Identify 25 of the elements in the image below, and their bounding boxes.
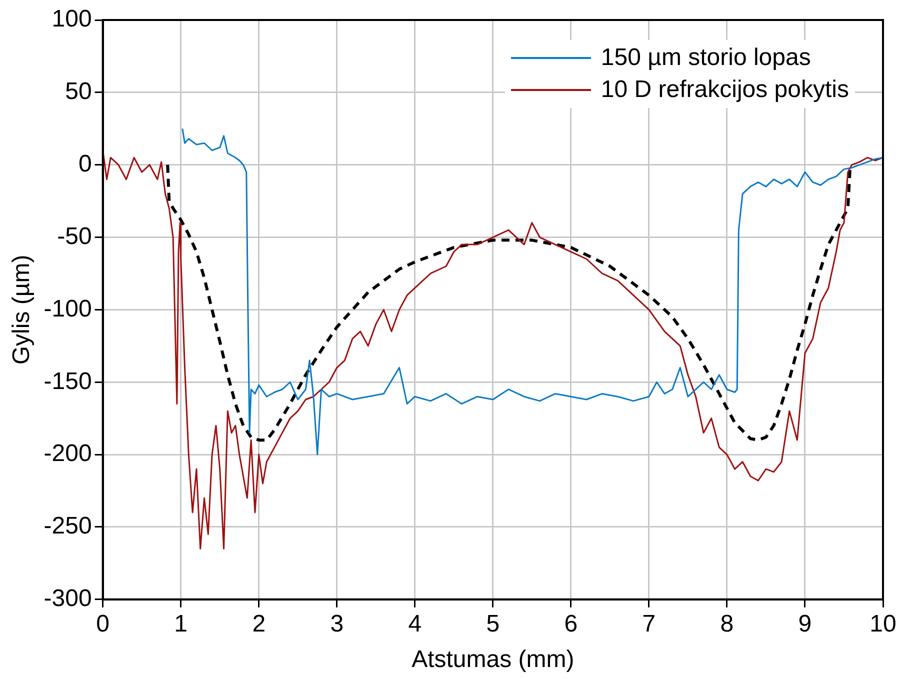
- x-tick-label: 4: [408, 610, 422, 638]
- x-tick-label: 5: [486, 610, 500, 638]
- x-tick-label: 2: [252, 610, 266, 638]
- y-tick-label: -150: [44, 368, 92, 395]
- y-tick-label: 0: [78, 150, 92, 178]
- y-tick-label: 100: [52, 6, 92, 33]
- x-tick-label: 10: [870, 610, 896, 638]
- legend-label: 10 D refrakcijos pokytis: [600, 75, 849, 105]
- x-tick-label: 6: [564, 610, 578, 638]
- x-tick-label: 1: [174, 610, 188, 638]
- y-tick-label: -250: [44, 512, 92, 540]
- x-tick-label: 8: [720, 610, 734, 638]
- y-axis-title: Gylis (µm): [8, 254, 36, 365]
- x-tick-label: 3: [330, 610, 344, 638]
- y-tick-label: -100: [44, 295, 92, 322]
- x-tick-label: 0: [96, 610, 110, 638]
- line-series: [166, 163, 852, 442]
- y-tick-label: -300: [44, 585, 92, 612]
- x-tick-label: 9: [798, 610, 812, 638]
- x-axis-title: Atstumas (mm): [412, 646, 574, 674]
- y-tick-label: 50: [65, 78, 92, 106]
- y-tick-label: -50: [57, 222, 92, 250]
- x-tick-label: 7: [642, 610, 656, 638]
- y-tick-label: -200: [44, 440, 92, 468]
- legend-label: 150 µm storio lopas: [600, 43, 811, 73]
